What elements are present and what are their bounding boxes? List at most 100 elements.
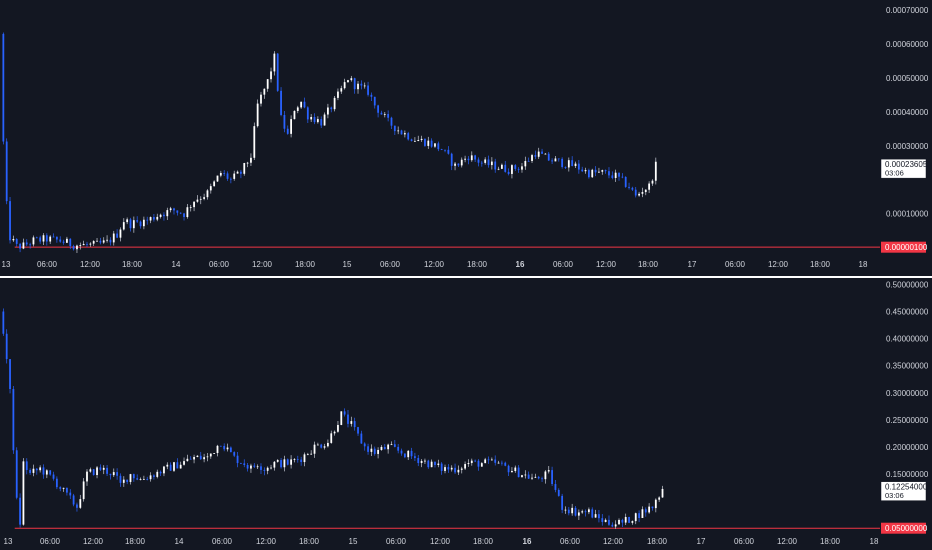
candle	[417, 455, 420, 467]
candle	[511, 164, 513, 179]
candle	[564, 506, 567, 514]
candle	[521, 162, 523, 173]
candle	[457, 465, 460, 475]
candle	[229, 446, 232, 453]
candle	[306, 452, 309, 456]
candle	[574, 506, 577, 517]
candle	[377, 447, 379, 459]
candle	[179, 461, 182, 469]
bottom-price-pane[interactable]: 0.50000000 0.45000000 0.40000000 0.35000000…	[2, 280, 929, 546]
candle	[547, 466, 550, 474]
candle	[357, 81, 359, 94]
candle	[149, 216, 152, 224]
last-price-label: 0.12254000	[885, 483, 928, 492]
candle	[109, 237, 112, 246]
candle	[139, 220, 142, 229]
candle	[561, 157, 564, 169]
candle	[119, 227, 122, 242]
top-price-pane[interactable]: 0.00070000 0.00060000 0.00050000 0.00040000…	[2, 6, 929, 269]
reference-price-badge[interactable]: 0.00000100	[881, 241, 928, 253]
candle	[106, 235, 108, 243]
candle	[12, 235, 15, 242]
x-tick-label: 06:00	[212, 537, 233, 546]
candle	[169, 206, 172, 213]
candle	[260, 463, 262, 475]
x-tick-label: 12:00	[424, 260, 445, 269]
candle	[417, 135, 420, 142]
candle	[464, 461, 466, 471]
candle	[527, 471, 530, 480]
x-tick-label: 15	[343, 260, 352, 269]
candle	[387, 110, 390, 122]
candle	[42, 233, 45, 245]
x-tick-label: 18:00	[299, 537, 320, 546]
candle	[189, 456, 192, 460]
candle	[424, 138, 426, 147]
pane-divider[interactable]	[0, 276, 932, 278]
candle	[66, 487, 68, 496]
candle	[658, 496, 661, 502]
y-tick-label: 0.20000000	[886, 443, 929, 452]
x-tick-label: 06:00	[725, 260, 746, 269]
candles	[2, 308, 664, 529]
candle	[587, 168, 590, 179]
candle	[591, 507, 594, 519]
candle	[521, 474, 523, 478]
candle	[223, 170, 226, 177]
x-tick-label: 18:00	[473, 537, 494, 546]
candle	[209, 453, 212, 459]
candle	[260, 91, 262, 107]
y-tick-label: 0.35000000	[886, 362, 929, 371]
candle	[193, 201, 195, 212]
candle	[474, 459, 477, 463]
candle	[651, 179, 654, 186]
x-tick-label: 18:00	[122, 260, 143, 269]
candle	[447, 146, 450, 155]
candle	[634, 512, 637, 525]
candle	[387, 443, 390, 454]
y-tick-label: 0.15000000	[886, 470, 929, 479]
candle	[5, 329, 8, 364]
candle	[511, 467, 513, 473]
candle	[594, 166, 597, 177]
x-tick-label: 18:00	[638, 260, 659, 269]
reference-price-badge[interactable]: 0.05000000	[881, 522, 928, 534]
candle	[557, 488, 560, 497]
candle	[564, 166, 567, 169]
candle	[370, 444, 373, 456]
candle	[490, 157, 493, 170]
candle	[430, 138, 433, 148]
candle	[484, 157, 487, 165]
candle	[594, 509, 597, 518]
x-tick-label: 16	[523, 537, 532, 546]
candle	[139, 477, 142, 481]
candle	[142, 475, 145, 480]
candle	[183, 212, 185, 221]
candle	[641, 506, 644, 519]
candle	[142, 216, 145, 230]
candle	[209, 183, 212, 194]
candle	[196, 455, 199, 458]
candle	[15, 238, 18, 247]
candle	[76, 244, 78, 253]
candle	[270, 464, 272, 470]
candle	[213, 180, 216, 187]
candle	[654, 157, 657, 185]
candle	[601, 514, 604, 526]
candle	[427, 136, 430, 149]
candle	[89, 467, 92, 473]
candle	[183, 457, 185, 466]
candle	[176, 458, 179, 469]
candle	[434, 461, 436, 468]
candle	[337, 420, 339, 433]
candle	[641, 187, 644, 198]
candle	[112, 468, 115, 478]
candle	[9, 359, 11, 394]
candle	[531, 153, 533, 164]
x-tick-label: 13	[4, 537, 13, 546]
candle	[59, 236, 62, 243]
candle	[35, 467, 38, 475]
